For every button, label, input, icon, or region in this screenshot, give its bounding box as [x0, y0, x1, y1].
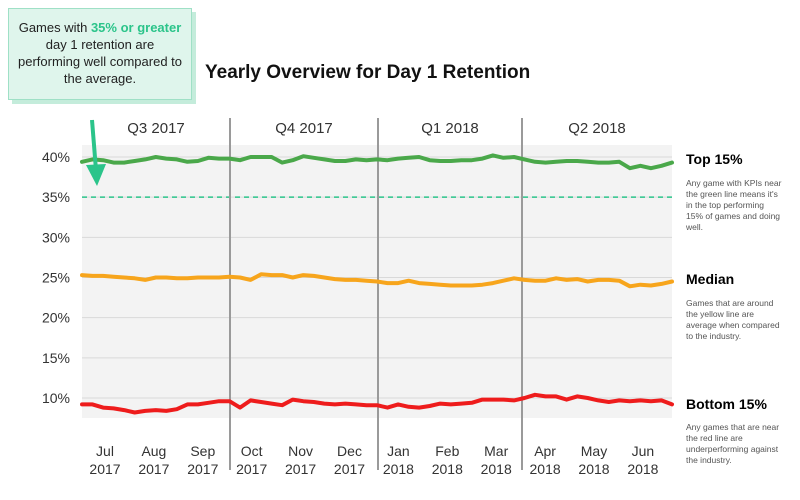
y-tick-label: 40% [42, 149, 70, 165]
legend-bottom-label: Bottom 15% [686, 396, 767, 412]
x-tick-month: Nov [288, 443, 313, 459]
x-tick-month: Oct [241, 443, 263, 459]
x-tick-year: 2018 [627, 461, 658, 477]
x-tick-month: Mar [484, 443, 508, 459]
y-tick-label: 35% [42, 189, 70, 205]
legend-top-label: Top 15% [686, 151, 743, 167]
chart-title: Yearly Overview for Day 1 Retention [205, 62, 531, 83]
legend-bottom-description: Any games that are near the red line are… [686, 422, 780, 465]
x-tick-month: Dec [337, 443, 362, 459]
x-tick-month: Sep [190, 443, 215, 459]
x-tick-year: 2018 [432, 461, 463, 477]
series-top-line [80, 153, 674, 171]
x-tick-year: 2017 [334, 461, 365, 477]
quarter-label: Q4 2017 [275, 120, 333, 137]
x-tick-month: Apr [534, 443, 556, 459]
legend-median-description: Games that are around the yellow line ar… [686, 298, 780, 341]
quarter-label: Q3 2017 [127, 120, 185, 137]
x-tick-year: 2017 [89, 461, 120, 477]
callout-box: Games with 35% or greater day 1 retentio… [8, 8, 192, 100]
x-tick-year: 2017 [236, 461, 267, 477]
y-tick-label: 15% [42, 350, 70, 366]
legend-median-label: Median [686, 271, 735, 287]
callout-text-pre: Games with [18, 20, 91, 35]
x-tick-year: 2017 [285, 461, 316, 477]
x-tick-year: 2018 [383, 461, 414, 477]
callout-arrow-shaft [90, 119, 98, 171]
callout-text-post: day 1 retention are performing well comp… [17, 37, 183, 86]
y-tick-label: 10% [42, 390, 70, 406]
series-bottom-line [80, 392, 674, 415]
x-tick-month: Jan [387, 443, 410, 459]
x-tick-month: May [581, 443, 607, 459]
legend-top-description: Any game with KPIs near the green line m… [686, 178, 782, 232]
y-tick-label: 30% [42, 229, 70, 245]
y-tick-label: 20% [42, 310, 70, 326]
x-tick-year: 2018 [578, 461, 609, 477]
series-median-line [80, 272, 674, 289]
x-tick-year: 2018 [481, 461, 512, 477]
callout-highlight: 35% or greater [90, 20, 182, 35]
x-tick-year: 2017 [138, 461, 169, 477]
x-tick-month: Jun [632, 443, 655, 459]
quarter-label: Q2 2018 [568, 120, 626, 137]
callout-arrow-head [86, 164, 106, 186]
x-tick-month: Aug [141, 443, 166, 459]
x-tick-year: 2018 [530, 461, 561, 477]
x-tick-month: Jul [96, 443, 114, 459]
y-tick-label: 25% [42, 270, 70, 286]
x-tick-year: 2017 [187, 461, 218, 477]
x-tick-month: Feb [435, 443, 459, 459]
quarter-label: Q1 2018 [421, 120, 479, 137]
